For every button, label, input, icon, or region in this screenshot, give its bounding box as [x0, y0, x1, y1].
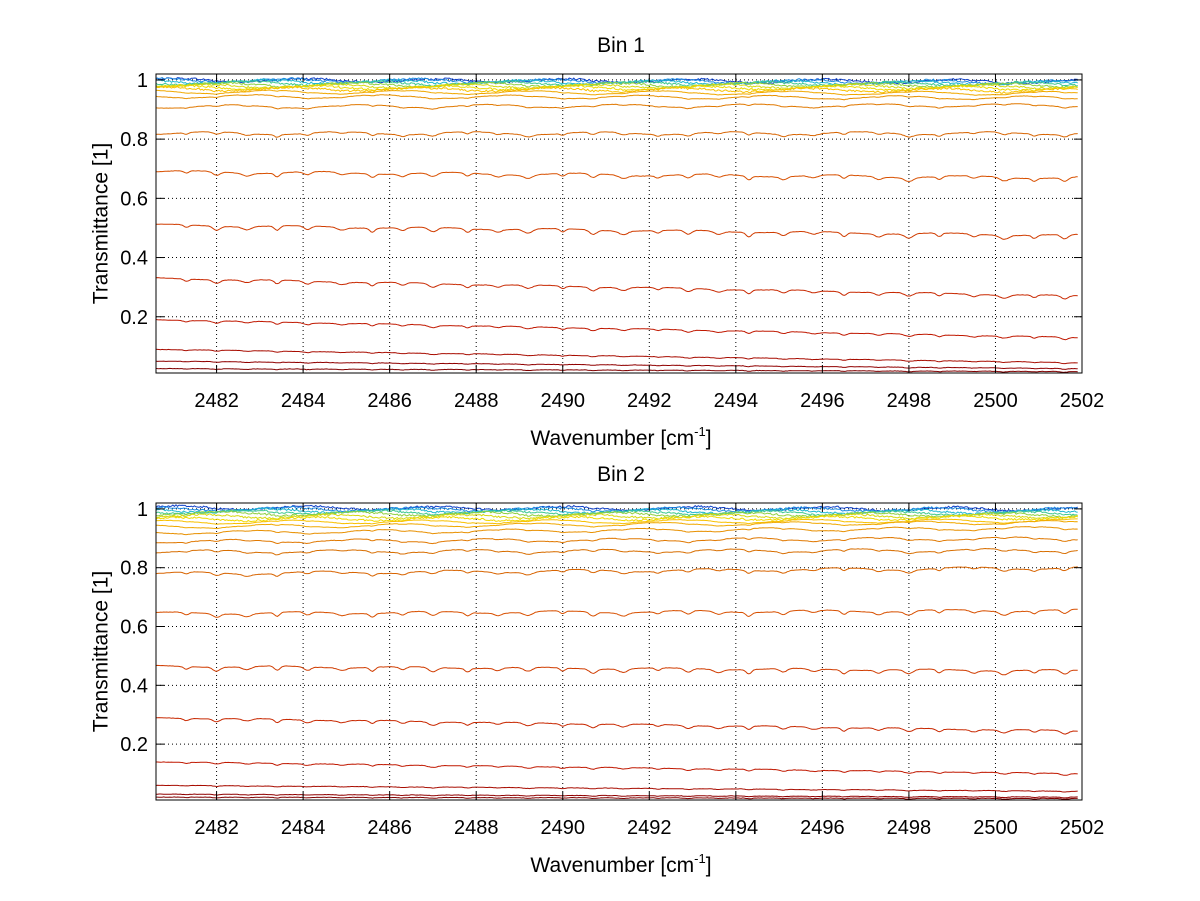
series-line [155, 518, 1078, 525]
x-tick-label: 2486 [367, 817, 412, 839]
series-line [155, 784, 1078, 793]
series-line [155, 547, 1078, 556]
y-tick-label: 1 [137, 70, 148, 92]
series-line [155, 536, 1078, 545]
x-tick-label: 2486 [367, 390, 412, 412]
x-tick-label: 2492 [627, 390, 672, 412]
y-axis-label: Transmittance [1] [90, 143, 113, 304]
x-tick-label: 2490 [540, 817, 585, 839]
x-tick-label: 2498 [887, 390, 932, 412]
x-tick-label: 2488 [454, 817, 499, 839]
series-line [156, 761, 1078, 776]
chart-title: Bin 1 [597, 34, 645, 57]
series-line [155, 367, 1078, 373]
series-line [156, 510, 1078, 519]
series-line [155, 348, 1078, 365]
y-tick-labels: 0.2 0.4 0.6 0.8 1 [120, 70, 148, 329]
series-line [155, 717, 1078, 735]
x-tick-label: 2490 [540, 390, 585, 412]
tick-marks [156, 74, 1083, 373]
y-tick-label: 0.2 [120, 734, 148, 756]
series-line [155, 85, 1078, 94]
series-line [155, 566, 1078, 577]
x-tick-label: 2494 [714, 390, 759, 412]
series-line [155, 509, 1078, 517]
x-tick-label: 2496 [800, 817, 845, 839]
series-lines [155, 504, 1078, 800]
x-tick-label: 2494 [714, 817, 759, 839]
series-line [155, 526, 1078, 536]
y-tick-label: 0.4 [120, 248, 148, 270]
axes-box [155, 502, 1083, 801]
x-tick-label: 2502 [1060, 390, 1105, 412]
series-line [155, 89, 1078, 96]
x-tick-label: 2500 [973, 390, 1018, 412]
y-tick-label: 1 [137, 499, 148, 521]
chart-bin-2: 2482 2484 2486 2488 2490 2492 2494 2496 2498 2500… [90, 463, 1105, 877]
x-tick-labels: 2482 2484 2486 2488 2490 2492 2494 2496 2498 2500… [194, 390, 1104, 412]
series-line [155, 277, 1078, 300]
x-tick-labels: 2482 2484 2486 2488 2490 2492 2494 2496 2498 2500… [194, 817, 1104, 839]
tick-marks [156, 503, 1083, 800]
series-line [155, 360, 1078, 370]
y-tick-labels: 0.2 0.4 0.6 0.8 1 [120, 499, 148, 756]
series-line [155, 131, 1078, 138]
series-lines [155, 77, 1078, 373]
chart-bin-1: 2482 2484 2486 2488 2490 2492 2494 2496 2498 2500… [90, 34, 1105, 450]
x-tick-label: 2484 [281, 817, 326, 839]
series-line [155, 608, 1078, 618]
series-line [155, 103, 1078, 110]
x-tick-label: 2492 [627, 817, 672, 839]
series-line [155, 319, 1078, 341]
series-line [156, 223, 1078, 240]
x-tick-label: 2496 [800, 390, 845, 412]
series-line [155, 514, 1078, 523]
series-line [156, 796, 1078, 800]
x-tick-label: 2498 [887, 817, 932, 839]
x-tick-label: 2502 [1060, 817, 1105, 839]
x-tick-label: 2500 [973, 817, 1018, 839]
y-tick-label: 0.6 [120, 617, 148, 639]
x-tick-label: 2482 [194, 817, 239, 839]
x-tick-label: 2488 [454, 390, 499, 412]
axes-box [155, 73, 1083, 374]
x-tick-label: 2482 [194, 390, 239, 412]
series-line [155, 94, 1078, 101]
series-line [155, 519, 1078, 530]
series-line [155, 170, 1078, 182]
chart-title: Bin 2 [597, 463, 645, 486]
x-tick-label: 2484 [281, 390, 326, 412]
y-tick-label: 0.8 [120, 129, 148, 151]
y-tick-label: 0.4 [120, 675, 148, 697]
series-line [155, 793, 1078, 799]
x-axis-label: Wavenumber [cm-1] [530, 851, 711, 877]
y-axis-label: Transmittance [1] [90, 571, 113, 732]
y-tick-label: 0.8 [120, 558, 148, 580]
y-tick-label: 0.2 [120, 307, 148, 329]
y-tick-label: 0.6 [120, 188, 148, 210]
series-line [155, 664, 1078, 676]
x-axis-label: Wavenumber [cm-1] [530, 424, 711, 450]
